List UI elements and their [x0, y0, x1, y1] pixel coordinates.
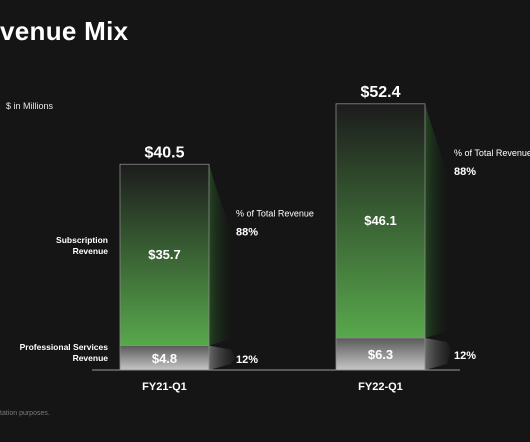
subscription-row-label: Revenue: [73, 246, 109, 256]
bar-professional-services: [119, 345, 210, 371]
footnote: tation purposes.: [0, 410, 50, 417]
services-value-label: $6.3: [368, 347, 393, 362]
services-funnel: [209, 345, 235, 370]
services-row-label: Revenue: [73, 353, 109, 363]
subscription-funnel: [209, 164, 235, 346]
subscription-value-label: $46.1: [364, 213, 397, 228]
subscription-funnel: [425, 103, 451, 338]
bar-professional-services: [335, 337, 426, 371]
page-title: venue Mix: [0, 16, 129, 46]
bar-subscription: [119, 163, 210, 347]
percent-header: % of Total Revenue: [454, 148, 530, 158]
services-percent-label: 12%: [454, 350, 476, 362]
subscription-row-label: Subscription: [56, 235, 108, 245]
subscription-value-label: $35.7: [148, 247, 181, 262]
category-label: FY22-Q1: [358, 381, 403, 393]
services-funnel: [425, 337, 451, 370]
percent-header: % of Total Revenue: [236, 208, 314, 218]
units-label: $ in Millions: [6, 101, 54, 111]
total-label: $52.4: [360, 84, 400, 101]
subscription-percent-label: 88%: [236, 226, 258, 238]
subscription-percent-label: 88%: [454, 166, 476, 178]
services-value-label: $4.8: [152, 351, 177, 366]
total-label: $40.5: [144, 144, 184, 161]
category-label: FY21-Q1: [142, 381, 187, 393]
services-percent-label: 12%: [236, 354, 258, 366]
services-row-label: Professional Services: [20, 342, 109, 352]
